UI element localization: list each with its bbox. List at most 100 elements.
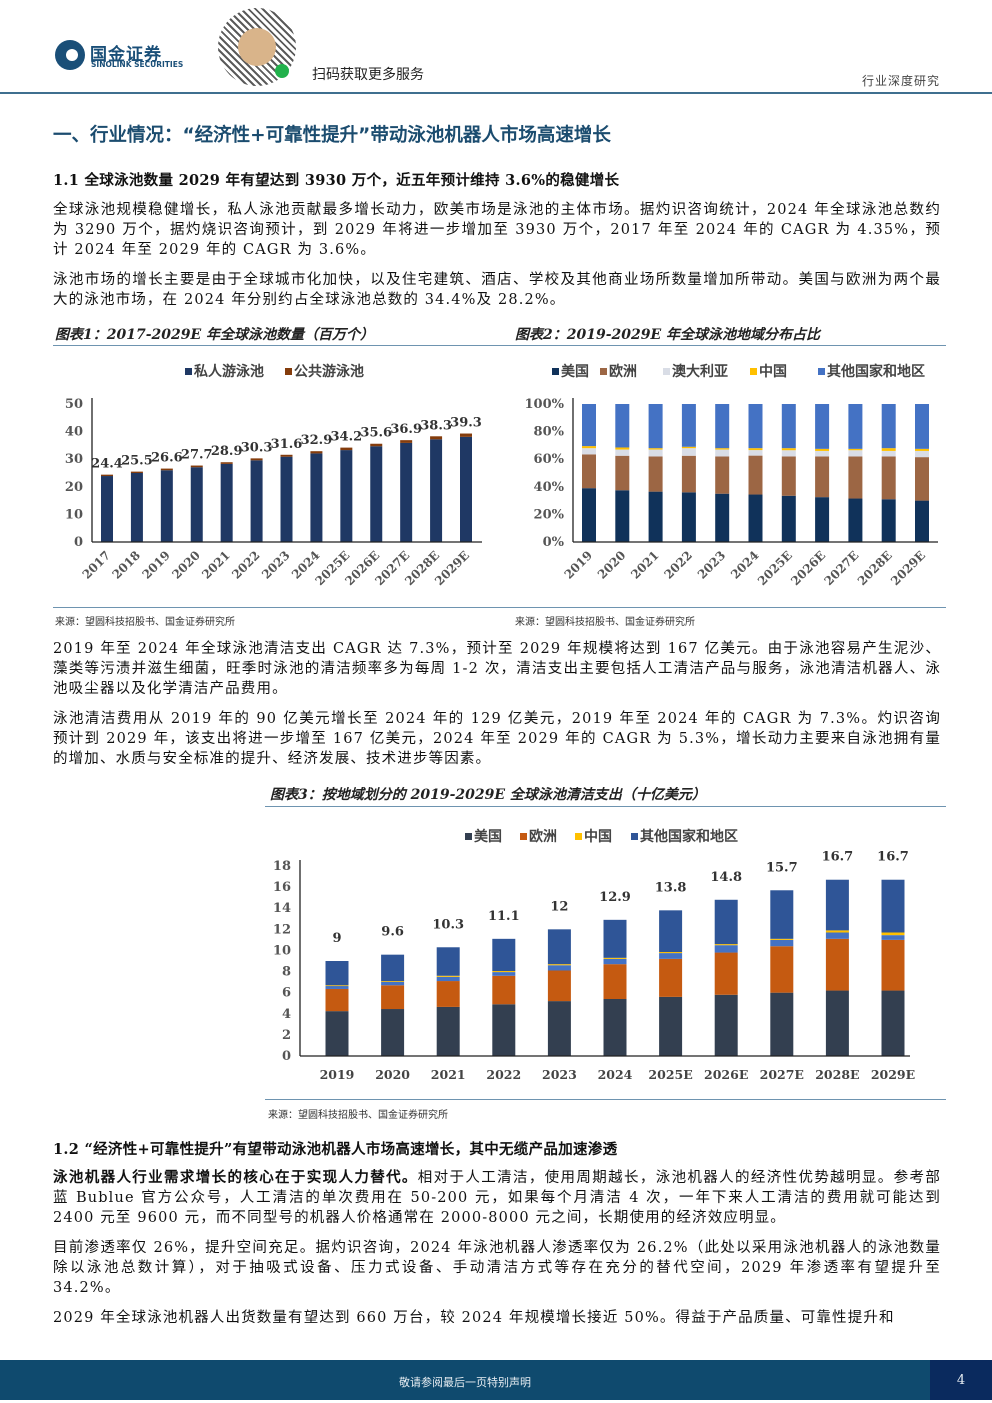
bar-segment — [681, 404, 696, 447]
bar-segment — [781, 448, 796, 451]
data-label: 35.6 — [360, 426, 392, 441]
bar-segment — [381, 981, 405, 986]
bar-segment — [781, 456, 796, 496]
bar-segment — [430, 436, 443, 440]
legend-swatch — [465, 833, 472, 840]
x-tick-label: 2019 — [139, 548, 173, 582]
paragraph-lead: 泳池机器人行业需求增长的核心在于实现人力替代。 — [53, 1169, 418, 1186]
paragraph: 目前渗透率仅 26%，提升空间充足。据灼识咨询，2024 年泳池机器人渗透率仅为… — [53, 1240, 941, 1296]
data-label: 9.6 — [381, 925, 404, 940]
x-tick-label: 2020 — [595, 548, 629, 582]
y-tick-label: 8 — [282, 965, 291, 980]
bar-segment — [325, 961, 349, 986]
legend-swatch — [575, 833, 582, 840]
bar-segment — [815, 448, 830, 451]
bar-segment — [220, 463, 233, 542]
bar-segment — [340, 447, 353, 451]
y-tick-label: 14 — [273, 901, 291, 916]
x-tick-label: 2022 — [229, 548, 263, 582]
bar-segment — [160, 468, 173, 471]
y-tick-label: 0 — [74, 535, 83, 550]
legend-swatch — [552, 368, 559, 375]
paragraph: 全球泳池规模稳健增长，私人泳池贡献最多增长动力，欧美市场是泳池的主体市场。据灼识… — [53, 202, 941, 258]
data-label: 15.7 — [766, 860, 798, 875]
legend-swatch — [185, 368, 192, 375]
bar-segment — [381, 985, 405, 1010]
bar-segment — [881, 935, 905, 940]
chart-1-source: 来源：望圆科技招股书、国金证券研究所 — [55, 617, 235, 628]
bar-segment — [815, 456, 830, 498]
x-tick-label: 2027E — [822, 548, 862, 588]
bar-segment — [130, 471, 143, 473]
bar-segment — [715, 493, 730, 542]
bar-segment — [615, 490, 630, 542]
bar-segment — [400, 440, 413, 443]
bar-segment — [436, 981, 460, 1007]
legend-swatch — [600, 368, 607, 375]
bar-segment — [325, 1011, 349, 1056]
footer-bar — [0, 1360, 992, 1400]
bar-segment — [715, 456, 730, 494]
bar-segment — [310, 453, 323, 542]
x-tick-label: 2029E — [888, 548, 928, 588]
chart-2-title: 图表2：2019-2029E 年全球泳池地域分布占比 — [515, 327, 821, 343]
bar-segment — [547, 965, 571, 971]
paragraph: 泳池市场的增长主要是由于全球城市化加快，以及住宅建筑、酒店、学校及其他商业场所数… — [53, 272, 941, 308]
chart-3-source: 来源：望圆科技招股书、国金证券研究所 — [268, 1110, 448, 1121]
document-type: 行业深度研究 — [861, 74, 940, 88]
bar-segment — [615, 447, 630, 450]
bar-segment — [547, 970, 571, 1002]
section-title: 一、行业情况：“经济性+可靠性提升”带动泳池机器人市场高速增长 — [53, 125, 611, 146]
legend-label: 其他国家和地区 — [827, 363, 925, 380]
legend-label: 欧洲 — [609, 363, 637, 380]
data-label: 12 — [550, 899, 568, 914]
bar-segment — [603, 999, 627, 1056]
bar-segment — [582, 454, 596, 489]
y-tick-label: 20% — [534, 507, 565, 522]
bar-segment — [101, 476, 113, 542]
bar-segment — [915, 450, 929, 458]
bar-segment — [915, 404, 929, 449]
footer-disclaimer-link[interactable]: 敬请参阅最后一页特别声明 — [399, 1376, 531, 1389]
legend-swatch — [285, 368, 292, 375]
y-tick-label: 0% — [543, 535, 565, 550]
data-label: 10.3 — [432, 917, 464, 932]
data-label: 39.3 — [450, 416, 482, 431]
bar-segment — [915, 457, 929, 501]
bar-segment — [436, 1006, 460, 1056]
y-tick-label: 18 — [273, 859, 291, 874]
data-label: 27.7 — [181, 448, 213, 463]
bar-segment — [848, 448, 863, 451]
chart-source-divider — [265, 1099, 946, 1100]
data-label: 34.2 — [330, 430, 362, 445]
data-label: 13.8 — [655, 880, 687, 895]
bar-segment — [659, 996, 683, 1056]
bar-segment — [430, 439, 443, 542]
x-tick-label: 2017 — [80, 548, 114, 582]
bar-segment — [848, 456, 863, 499]
sinolink-logo-icon — [55, 40, 85, 70]
y-tick-label: 30 — [65, 452, 83, 467]
bar-segment — [770, 938, 794, 940]
y-tick-label: 10 — [65, 507, 83, 522]
bar-segment — [603, 957, 627, 959]
brand-name-en: SINOLINK SECURITIES — [91, 60, 184, 69]
data-label: 16.7 — [877, 850, 909, 865]
legend-label: 美国 — [474, 828, 502, 845]
x-tick-label: 2021 — [199, 548, 233, 582]
legend-label: 美国 — [561, 363, 589, 380]
legend-label: 中国 — [584, 828, 612, 845]
paragraph: 泳池机器人行业需求增长的核心在于实现人力替代。相对于人工清洁，使用周期越长，泳池… — [53, 1168, 941, 1228]
bar-segment — [325, 985, 349, 987]
bar-segment — [781, 495, 796, 542]
bar-segment — [681, 492, 696, 542]
bar-segment — [381, 981, 405, 982]
bar-segment — [915, 448, 929, 451]
paragraph: 2029 年全球泳池机器人出货数量有望达到 660 万台，较 2024 年规模增… — [53, 1310, 895, 1326]
qr-center-logo-icon — [238, 28, 276, 66]
legend-swatch — [631, 833, 638, 840]
x-tick-label: 2024 — [598, 1067, 633, 1082]
chart-2-source: 来源：望圆科技招股书、国金证券研究所 — [515, 617, 695, 628]
bar-segment — [748, 404, 763, 449]
y-tick-label: 16 — [273, 880, 291, 895]
